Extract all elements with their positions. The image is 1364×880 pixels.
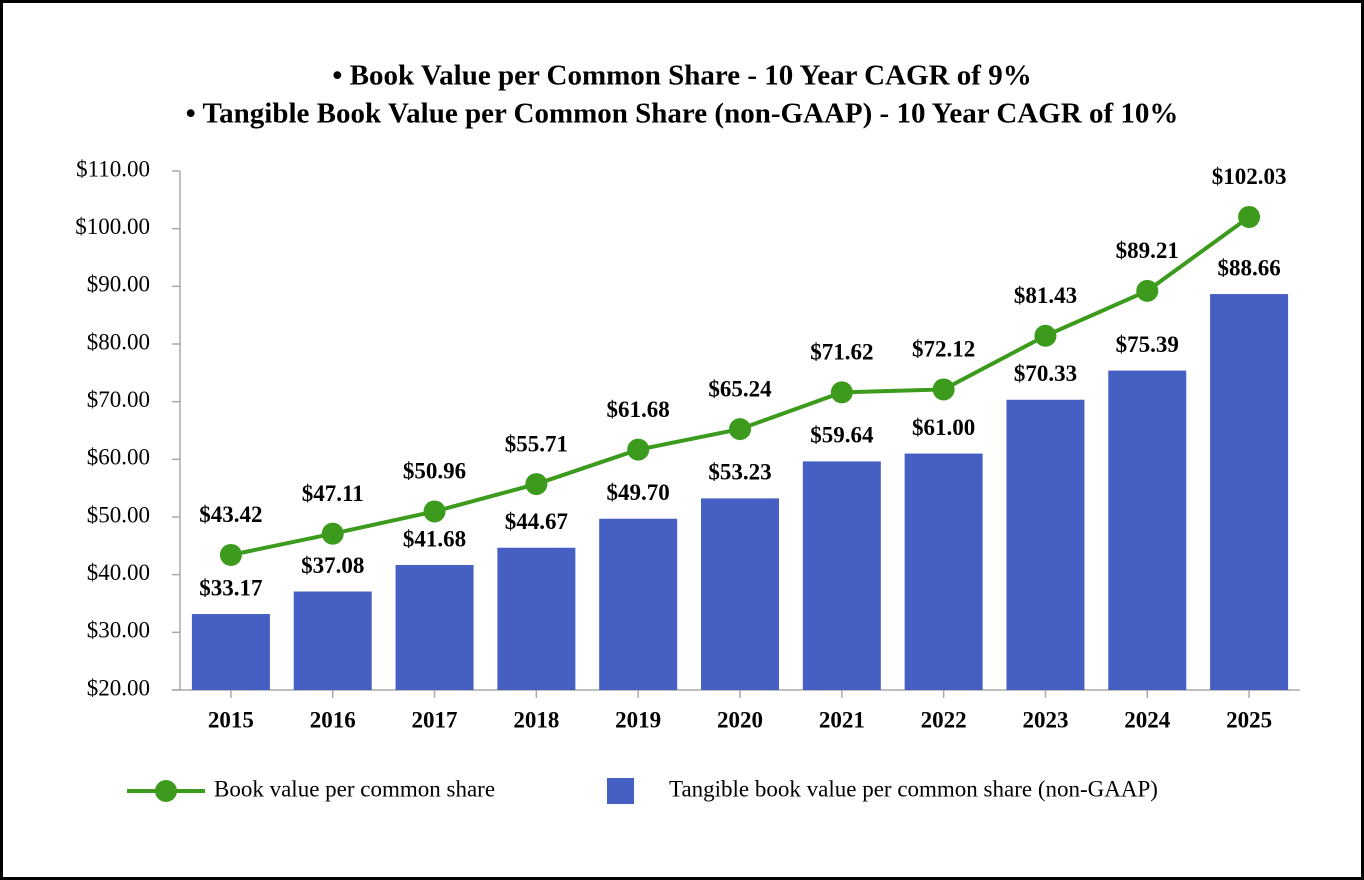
data-label: $37.08 (301, 553, 364, 578)
data-label: $88.66 (1217, 255, 1280, 280)
line-marker (525, 473, 548, 496)
data-label: $102.03 (1212, 164, 1287, 189)
x-tick-label: 2023 (1022, 707, 1068, 732)
y-tick-label: $110.00 (76, 156, 150, 181)
bar (1210, 294, 1289, 690)
legend-marker (155, 780, 177, 802)
x-tick-label: 2022 (921, 707, 967, 732)
line-marker (627, 438, 650, 461)
y-tick-label: $90.00 (87, 272, 150, 297)
line-marker (219, 543, 242, 566)
bar (293, 591, 372, 690)
y-tick-label: $30.00 (87, 618, 150, 643)
chart-title: • Book Value per Common Share - 10 Year … (332, 60, 1031, 92)
bar (497, 547, 576, 690)
data-label: $33.17 (199, 575, 262, 600)
legend-label: Tangible book value per common share (no… (669, 776, 1158, 801)
bar (802, 461, 881, 690)
bar (701, 498, 779, 690)
line-marker (932, 378, 955, 401)
x-tick-label: 2016 (310, 707, 356, 732)
line-marker (830, 381, 853, 404)
y-tick-label: $70.00 (87, 387, 150, 412)
data-label: $72.12 (912, 337, 975, 362)
data-label: $41.68 (403, 526, 466, 551)
data-label: $61.00 (912, 415, 975, 440)
data-label: $44.67 (505, 509, 568, 534)
bar (1006, 399, 1085, 690)
y-tick-label: $80.00 (87, 329, 150, 354)
bar (395, 564, 474, 690)
data-label: $81.43 (1014, 283, 1077, 308)
data-label: $65.24 (708, 376, 772, 401)
x-tick-label: 2019 (615, 707, 661, 732)
legend-swatch (607, 778, 634, 804)
x-tick-label: 2025 (1226, 707, 1272, 732)
line-marker (1034, 324, 1057, 347)
bar (1108, 370, 1187, 690)
data-label: $59.64 (810, 423, 874, 448)
x-tick-label: 2021 (819, 707, 865, 732)
data-label: $70.33 (1014, 361, 1077, 386)
y-tick-label: $60.00 (87, 445, 150, 470)
x-tick-label: 2024 (1124, 707, 1171, 732)
y-tick-label: $20.00 (87, 675, 150, 700)
data-label: $75.39 (1116, 332, 1179, 357)
data-label: $53.23 (708, 460, 771, 485)
data-label: $47.11 (302, 481, 364, 506)
line-marker (321, 522, 344, 545)
data-label: $61.68 (607, 397, 670, 422)
chart-title: • Tangible Book Value per Common Share (… (186, 98, 1179, 130)
x-tick-label: 2015 (208, 707, 254, 732)
data-label: $50.96 (403, 459, 466, 484)
line-marker (1136, 279, 1159, 302)
line-marker (1238, 205, 1261, 228)
legend-label: Book value per common share (214, 776, 495, 801)
bar (904, 453, 983, 690)
data-label: $89.21 (1116, 238, 1179, 263)
data-label: $43.42 (199, 502, 262, 527)
line-marker (729, 418, 751, 441)
y-tick-label: $40.00 (87, 560, 150, 585)
x-tick-label: 2017 (412, 707, 458, 732)
bar (599, 518, 678, 690)
data-label: $49.70 (607, 480, 670, 505)
data-label: $55.71 (505, 431, 568, 456)
x-tick-label: 2020 (717, 707, 763, 732)
line-marker (423, 500, 446, 523)
bar (191, 614, 270, 690)
x-tick-label: 2018 (513, 707, 559, 732)
data-label: $71.62 (810, 340, 873, 365)
y-tick-label: $50.00 (87, 502, 150, 527)
y-tick-label: $100.00 (75, 214, 150, 239)
